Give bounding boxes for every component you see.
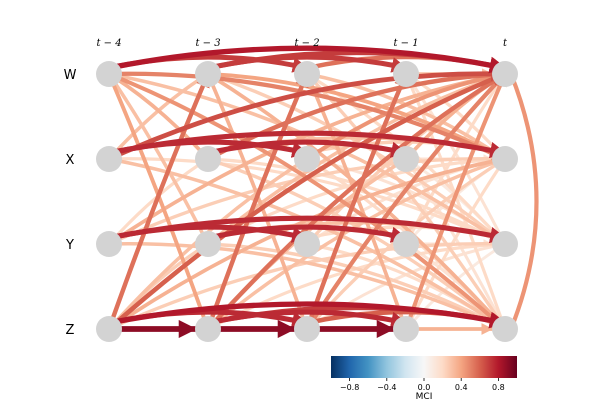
time-label-4: t: [503, 38, 508, 49]
var-label-y: Y: [65, 238, 74, 253]
colorbar-ticks: −0.8 −0.4 0.0 0.4 0.8: [340, 378, 505, 392]
node-w-lag2: [294, 61, 320, 87]
node-w-lag4: [96, 61, 122, 87]
node-x-lag1: [393, 146, 419, 172]
edge-z-lag4-to-w-lag3: [106, 71, 211, 332]
edge-z-lag4-to-w-lag0: [106, 71, 508, 332]
colorbar-gradient: [331, 356, 517, 378]
colorbar-tick-label-0: −0.8: [340, 383, 359, 392]
node-y-lag2: [294, 231, 320, 257]
colorbar-tick-label-4: 0.8: [492, 383, 505, 392]
time-label-2: t − 2: [294, 38, 319, 49]
edge-y-lag4-to-y-lag2: [106, 224, 310, 243]
edge-x-lag3-to-w-lag0: [205, 67, 508, 162]
edge-x-lag4-to-w-lag0: [106, 66, 508, 162]
edge-w-lag4-to-y-lag3: [107, 72, 210, 246]
node-x-lag2: [294, 146, 320, 172]
edge-z-lag2-to-w-lag0: [304, 71, 508, 332]
node-w-lag1: [393, 61, 419, 87]
node-z-lag4: [96, 316, 122, 342]
node-y-lag3: [195, 231, 221, 257]
node-w-lag3: [195, 61, 221, 87]
edge-w-lag4-to-x-lag3: [107, 72, 210, 161]
var-label-x: X: [66, 153, 75, 168]
node-z-lag3: [195, 316, 221, 342]
edge-z-lag4-to-z-lag0: [106, 301, 508, 329]
node-z-lag2: [294, 316, 320, 342]
edge-x-lag4-to-x-lag2: [106, 139, 310, 158]
nodes-layer: [96, 61, 518, 342]
edge-z-lag3-to-z-lag1: [205, 309, 409, 328]
node-x-lag0: [492, 146, 518, 172]
edges-layer: [106, 45, 539, 339]
node-w-lag0: [492, 61, 518, 87]
colorbar-tick-label-2: 0.0: [418, 383, 431, 392]
edge-z-lag3-to-w-lag0: [205, 71, 508, 332]
var-label-z: Z: [66, 323, 75, 338]
labels-layer: t − 4 t − 3 t − 2 t − 1 t W X Y Z: [64, 38, 508, 338]
time-label-1: t − 3: [195, 38, 220, 49]
node-z-lag0: [492, 316, 518, 342]
edge-w-lag4-to-w-lag0: [106, 45, 508, 74]
colorbar: −0.8 −0.4 0.0 0.4 0.8 MCI: [331, 356, 517, 400]
edge-w-t-to-z-t-contemporaneous: [508, 71, 539, 332]
edge-z-lag1-to-x-lag0: [404, 157, 507, 331]
colorbar-tick-label-3: 0.4: [455, 383, 468, 392]
edge-z-lag2-to-w-lag1: [304, 71, 409, 332]
time-label-0: t − 4: [96, 38, 121, 49]
node-y-lag1: [393, 231, 419, 257]
edge-x-lag3-to-x-lag1: [205, 139, 409, 158]
colorbar-tick-label-1: −0.4: [377, 383, 396, 392]
node-y-lag0: [492, 231, 518, 257]
colorbar-label: MCI: [416, 392, 433, 400]
var-label-w: W: [64, 68, 77, 83]
edge-w-lag3-to-w-lag1: [205, 54, 409, 73]
node-z-lag1: [393, 316, 419, 342]
node-y-lag4: [96, 231, 122, 257]
edge-z-lag1-to-w-lag0: [403, 71, 508, 332]
edge-z-lag3-to-w-lag2: [205, 71, 310, 332]
edge-y-lag3-to-y-lag1: [205, 224, 409, 243]
node-x-lag4: [96, 146, 122, 172]
edge-y-lag4-to-z-lag0: [107, 241, 507, 331]
node-x-lag3: [195, 146, 221, 172]
time-label-3: t − 1: [393, 38, 418, 49]
